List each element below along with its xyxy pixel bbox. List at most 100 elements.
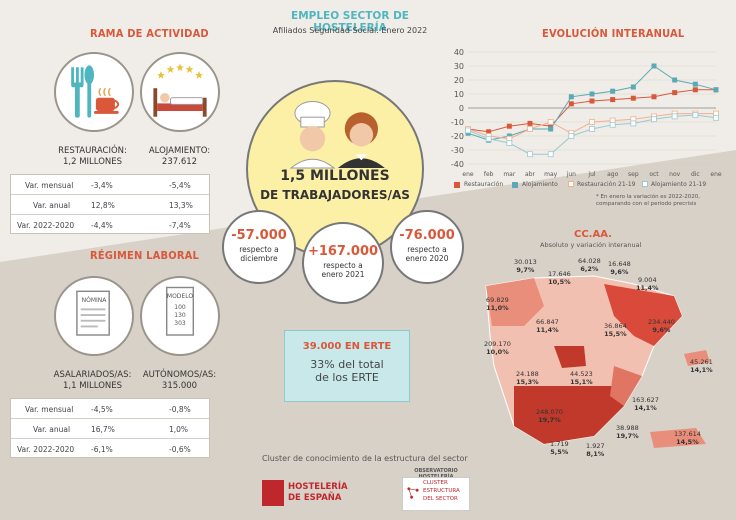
modelo-num: 100 bbox=[174, 304, 186, 311]
regimen-table: Var. mensual -4,5% -0,8% Var. anual 16,7… bbox=[10, 398, 210, 458]
data-point bbox=[609, 121, 616, 128]
region-variation: 9,7% bbox=[516, 266, 535, 274]
region-value: 234.440 bbox=[648, 318, 675, 326]
region-variation: 15,1% bbox=[570, 378, 593, 386]
row-label: Var. anual bbox=[33, 201, 71, 210]
region-value: 24.188 bbox=[516, 370, 539, 378]
evolucion-chart: 40 30 20 10 0 -10 -20 -30 -40 ene feb mar abr may jun j… bbox=[451, 48, 722, 178]
y-tick-label: -40 bbox=[451, 160, 464, 169]
modelo-num: 303 bbox=[174, 320, 186, 327]
var-diciembre-circle: -57.000 respecto a diciembre bbox=[222, 210, 296, 284]
y-tick-label: 10 bbox=[454, 90, 464, 99]
legend-restauracion-2119: Restauración 21-19 bbox=[577, 181, 636, 188]
table-row: Var. anual 12,8% 13,3% bbox=[11, 195, 209, 215]
data-point bbox=[568, 101, 574, 107]
autonomos-value: 315.000 bbox=[161, 381, 198, 391]
region-label: 64.028 6,2% bbox=[578, 257, 601, 273]
tax-form-icon bbox=[165, 286, 195, 336]
x-tick-label: nov bbox=[669, 171, 680, 178]
table-row: Var. 2022-2020 -6,1% -0,6% bbox=[11, 439, 209, 459]
var-enero2020-text1: respecto a bbox=[407, 245, 447, 254]
row-value-b: -0,8% bbox=[169, 405, 191, 414]
ccaa-title: CC.AA. bbox=[574, 229, 612, 240]
region-variation: 5,5% bbox=[550, 448, 569, 456]
data-point bbox=[548, 126, 554, 132]
y-tick-label: -30 bbox=[451, 146, 464, 155]
y-tick-label: -10 bbox=[451, 118, 464, 127]
observatorio-l1: CLUSTER bbox=[423, 480, 448, 486]
x-tick-label: jul bbox=[587, 171, 595, 178]
region-label: 137.614 14,5% bbox=[674, 430, 701, 446]
region-label: 1.927 8,1% bbox=[586, 442, 605, 458]
row-value-b: -0,6% bbox=[169, 445, 191, 454]
autonomos-label: AUTÓNOMOS/AS: 315.000 bbox=[132, 370, 227, 392]
legend-alojamiento: Alojamiento bbox=[522, 181, 558, 188]
data-point bbox=[610, 97, 616, 103]
region-label: 209.170 10,0% bbox=[484, 340, 511, 356]
page-subtitle: Afiliados Seguridad Social. Enero 2022 bbox=[272, 26, 428, 35]
row-label: Var. 2022-2020 bbox=[17, 221, 75, 230]
network-icon bbox=[407, 487, 419, 499]
region-value: 64.028 bbox=[578, 257, 601, 265]
data-point bbox=[527, 120, 533, 126]
cutlery-icon bbox=[71, 65, 120, 118]
data-point bbox=[692, 112, 699, 118]
region-value: 9.004 bbox=[637, 276, 657, 284]
regimen-title: RÉGIMEN LABORAL bbox=[90, 249, 200, 262]
legend-swatch-restauracion bbox=[454, 182, 460, 188]
region-value: 209.170 bbox=[484, 340, 511, 348]
data-point bbox=[610, 88, 616, 94]
data-point bbox=[651, 63, 657, 69]
y-tick-label: 30 bbox=[454, 62, 464, 71]
table-row: Var. mensual -3,4% -5,4% bbox=[11, 175, 209, 195]
region-value: 30.013 bbox=[514, 258, 537, 266]
bed-icon bbox=[153, 63, 207, 117]
x-tick-label: jun bbox=[566, 171, 576, 178]
restauracion-name: RESTAURACIÓN: bbox=[58, 146, 127, 156]
nomina-icon-circle: NÓMINA bbox=[54, 276, 134, 356]
data-point bbox=[630, 84, 636, 90]
table-row: Var. 2022-2020 -4,4% -7,4% bbox=[11, 215, 209, 235]
evolucion-title: EVOLUCIÓN INTERANUAL bbox=[542, 27, 685, 40]
data-point bbox=[547, 151, 554, 158]
modelo-num: 130 bbox=[174, 312, 186, 319]
x-tick-label: ene bbox=[462, 171, 473, 178]
x-tick-label: ene bbox=[710, 171, 721, 178]
row-value-b: -5,4% bbox=[169, 181, 191, 190]
data-point bbox=[486, 129, 492, 135]
data-point bbox=[527, 151, 533, 158]
hosteleria-logo-line2: DE ESPAÑA bbox=[288, 493, 342, 503]
total-workers-line1: 1,5 MILLONES bbox=[280, 168, 390, 184]
table-row: Var. mensual -4,5% -0,8% bbox=[11, 399, 209, 419]
region-label: 9.004 11,4% bbox=[636, 276, 659, 292]
row-value-b: 1,0% bbox=[169, 425, 189, 434]
workers-icon bbox=[289, 101, 385, 169]
region-label: 36.864 15,5% bbox=[604, 322, 627, 338]
region-value: 1.719 bbox=[550, 440, 569, 448]
observatorio-l2: ESTRUCTURA bbox=[423, 488, 460, 494]
region-label: 45.261 14,1% bbox=[690, 358, 713, 374]
restaurant-icon-circle bbox=[54, 52, 134, 132]
region-variation: 14,5% bbox=[676, 438, 699, 446]
data-point bbox=[589, 126, 595, 132]
data-point bbox=[548, 123, 554, 129]
region-value: 163.627 bbox=[632, 396, 659, 404]
erte-box: 39.000 EN ERTE 33% del total de los ERTE bbox=[284, 330, 410, 402]
chart-note-line2: comparando con el periodo precrisis bbox=[596, 201, 697, 207]
data-point bbox=[672, 90, 678, 96]
var-enero2020-circle: -76.000 respecto a enero 2020 bbox=[390, 210, 464, 284]
data-point bbox=[630, 95, 636, 101]
data-point bbox=[568, 133, 575, 139]
data-point bbox=[589, 119, 595, 125]
var-diciembre-text2: diciembre bbox=[240, 254, 278, 263]
region-label: 17.646 10,5% bbox=[548, 270, 571, 286]
observatorio-l3: DEL SECTOR bbox=[423, 496, 458, 502]
var-enero2021-text1: respecto a bbox=[323, 261, 363, 270]
asalariados-label: ASALARIADOS/AS: 1,1 MILLONES bbox=[45, 370, 140, 392]
document-icon bbox=[76, 290, 110, 336]
region-label: 24.188 15,3% bbox=[516, 370, 539, 386]
row-value-b: 13,3% bbox=[169, 201, 193, 210]
region-label: 234.440 9,6% bbox=[648, 318, 675, 334]
data-point bbox=[713, 87, 719, 93]
asalariados-value: 1,1 MILLONES bbox=[62, 381, 123, 391]
